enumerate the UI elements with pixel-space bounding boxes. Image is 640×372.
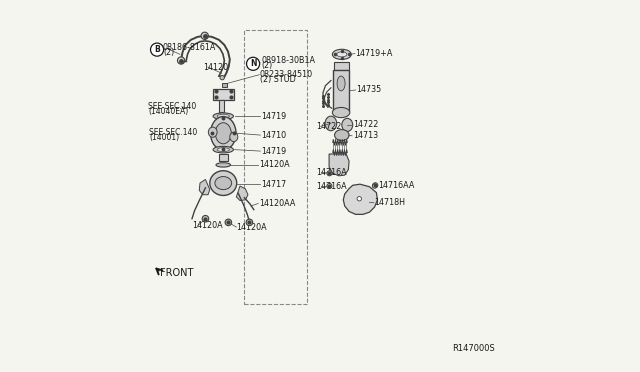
- Circle shape: [225, 219, 232, 226]
- Bar: [333, 70, 349, 111]
- Text: N: N: [250, 59, 257, 68]
- Text: (14040EA): (14040EA): [148, 107, 189, 116]
- Text: SEE SEC.140: SEE SEC.140: [149, 128, 197, 137]
- Ellipse shape: [230, 132, 238, 142]
- Text: 14718H: 14718H: [374, 198, 406, 207]
- Bar: [214, 89, 234, 100]
- Text: 14722: 14722: [353, 121, 378, 129]
- Ellipse shape: [210, 171, 237, 195]
- Ellipse shape: [342, 118, 353, 131]
- Ellipse shape: [209, 127, 217, 137]
- Ellipse shape: [213, 146, 234, 153]
- Circle shape: [327, 171, 332, 176]
- Text: 08918-30B1A: 08918-30B1A: [262, 57, 316, 65]
- Text: (14001): (14001): [149, 133, 179, 142]
- Circle shape: [177, 57, 185, 64]
- Text: 14735: 14735: [356, 86, 381, 94]
- Circle shape: [357, 196, 362, 201]
- Circle shape: [372, 183, 378, 188]
- Text: 14120A: 14120A: [236, 222, 267, 232]
- Ellipse shape: [213, 113, 234, 119]
- Circle shape: [150, 43, 164, 56]
- Bar: [219, 154, 228, 161]
- Polygon shape: [199, 179, 210, 195]
- Bar: [334, 62, 349, 70]
- Ellipse shape: [335, 129, 349, 141]
- Text: 14716A: 14716A: [316, 168, 347, 177]
- Circle shape: [202, 215, 209, 222]
- Text: 14120AA: 14120AA: [259, 199, 295, 208]
- Bar: [220, 100, 223, 112]
- Circle shape: [220, 76, 225, 80]
- Circle shape: [201, 32, 209, 39]
- Ellipse shape: [217, 114, 229, 118]
- Ellipse shape: [211, 116, 236, 150]
- Text: 14717: 14717: [261, 180, 286, 189]
- Bar: [222, 83, 227, 87]
- Text: 14719: 14719: [261, 147, 286, 155]
- Circle shape: [372, 184, 377, 188]
- Circle shape: [246, 219, 253, 226]
- Text: B: B: [154, 45, 160, 54]
- Text: 14722: 14722: [316, 122, 342, 131]
- Text: 14710: 14710: [261, 131, 286, 140]
- Text: 14713: 14713: [353, 131, 378, 140]
- Polygon shape: [329, 154, 349, 176]
- Ellipse shape: [215, 123, 231, 144]
- Text: 14120A: 14120A: [192, 221, 223, 230]
- Bar: [244, 30, 307, 304]
- Ellipse shape: [215, 177, 232, 190]
- Ellipse shape: [332, 108, 350, 118]
- Polygon shape: [236, 186, 248, 201]
- Ellipse shape: [332, 49, 351, 60]
- Text: (2): (2): [262, 61, 273, 70]
- Text: 08186-8161A: 08186-8161A: [163, 43, 216, 52]
- Text: (2): (2): [163, 48, 174, 57]
- Text: 14716AA: 14716AA: [378, 181, 415, 190]
- Text: R147000S: R147000S: [452, 344, 495, 353]
- Text: (2) STUD: (2) STUD: [260, 75, 296, 84]
- Text: 14120: 14120: [203, 63, 228, 72]
- Text: 14120A: 14120A: [259, 160, 289, 169]
- Circle shape: [246, 57, 260, 70]
- Ellipse shape: [337, 76, 345, 91]
- Text: SEE SEC.140: SEE SEC.140: [148, 102, 196, 111]
- Ellipse shape: [337, 52, 347, 57]
- Polygon shape: [343, 184, 378, 214]
- Ellipse shape: [325, 116, 337, 131]
- Text: 08233-84510: 08233-84510: [260, 70, 313, 79]
- Circle shape: [327, 183, 332, 189]
- Text: 14719: 14719: [261, 112, 286, 121]
- Ellipse shape: [217, 148, 229, 152]
- Text: 14719+A: 14719+A: [356, 49, 393, 58]
- Ellipse shape: [216, 163, 230, 167]
- Text: 14716A: 14716A: [316, 182, 347, 191]
- Text: FRONT: FRONT: [160, 267, 193, 278]
